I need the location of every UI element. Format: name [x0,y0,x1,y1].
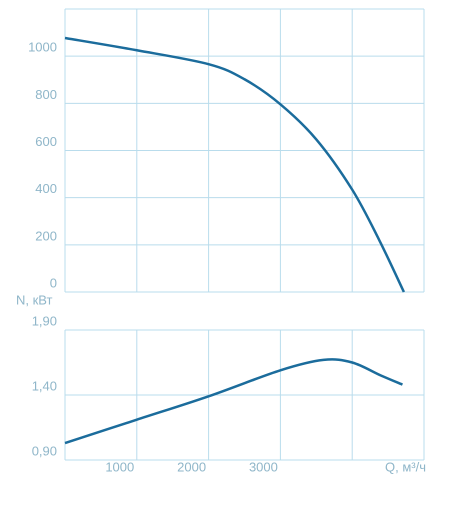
curve [64,358,403,445]
x-axis-label: Q, м³/ч [385,459,426,474]
y-tick-label: 1,90 [32,313,57,328]
y-tick-label: 0,90 [32,443,57,458]
y-tick-label: 200 [35,228,57,243]
y-axis-label: N, кВт [16,292,53,307]
y-tick-label: 800 [35,87,57,102]
y-tick-label: 0 [50,275,57,290]
y-tick-label: 400 [35,181,57,196]
curve [64,36,406,293]
y-tick-label: 600 [35,134,57,149]
x-tick-label: 2000 [177,459,206,474]
y-tick-label: 1,40 [32,378,57,393]
x-tick-label: 1000 [105,459,134,474]
x-tick-label: 3000 [249,459,278,474]
y-tick-label: 1000 [28,40,57,55]
